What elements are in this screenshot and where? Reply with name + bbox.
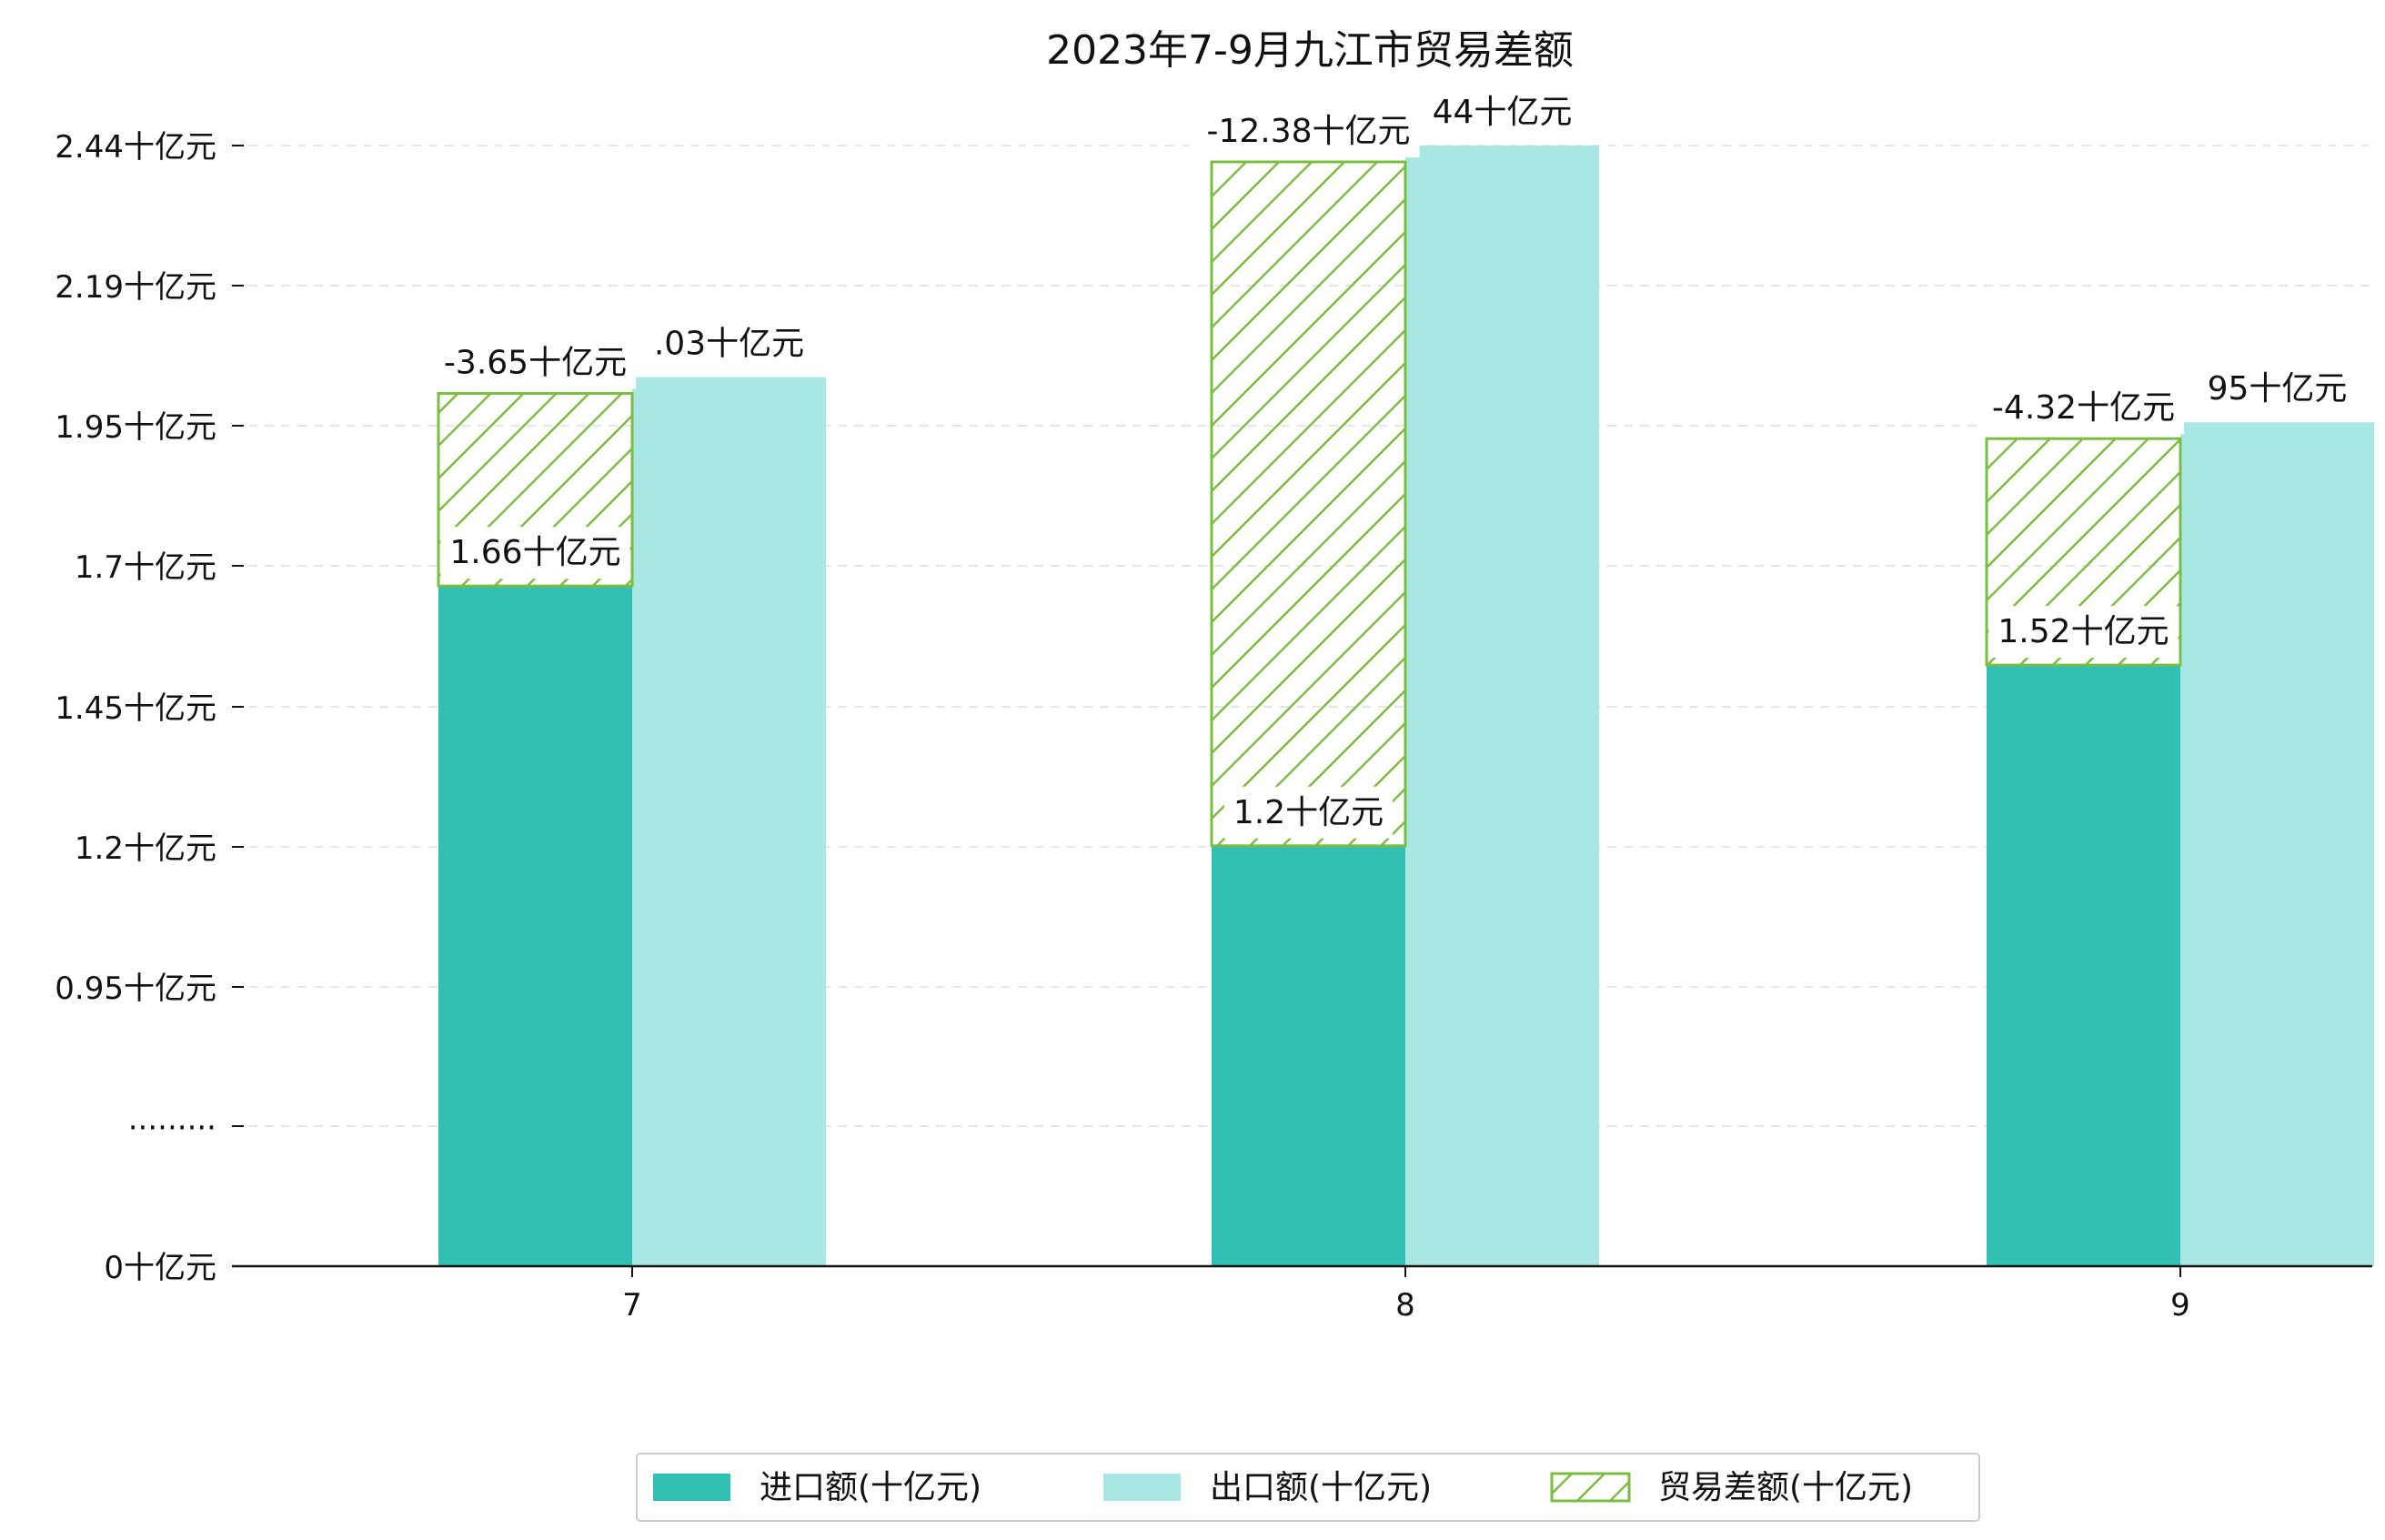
svg-text:-4.32十亿元: -4.32十亿元 <box>1992 389 2175 427</box>
import-bar <box>1212 845 1405 1266</box>
y-tick-label: ········· <box>128 1110 216 1146</box>
legend-label: 出口额(十亿元) <box>1210 1469 1432 1506</box>
svg-text:1.66十亿元: 1.66十亿元 <box>449 534 620 571</box>
y-tick-label: 0.95十亿元 <box>55 971 216 1007</box>
y-tick-label: 1.7十亿元 <box>75 549 216 586</box>
legend-item[interactable]: 出口额(十亿元) <box>1103 1469 1432 1506</box>
legend-swatch <box>1103 1474 1181 1501</box>
y-tick-label: 0十亿元 <box>104 1250 216 1286</box>
bars <box>437 146 2374 1266</box>
y-tick-label: 1.2十亿元 <box>75 830 216 867</box>
legend-label: 贸易差额(十亿元) <box>1658 1469 1913 1506</box>
export-bar <box>1405 146 1599 1266</box>
export-bar <box>632 377 826 1266</box>
y-tick-label: 1.95十亿元 <box>55 409 216 446</box>
legend-swatch <box>1550 1472 1631 1503</box>
chart-title: 2023年7-9月九江市贸易差额 <box>1046 27 1574 74</box>
legend-swatch <box>653 1474 730 1501</box>
svg-text:.03十亿元: .03十亿元 <box>654 326 804 363</box>
legend[interactable]: 进口额(十亿元) 出口额(十亿元) 贸易差额(十亿元) <box>636 1453 1980 1522</box>
x-tick-label: 9 <box>2170 1287 2190 1324</box>
export-value-label: 44十亿元 <box>1423 86 1582 138</box>
legend-item[interactable]: 进口额(十亿元) <box>653 1469 981 1506</box>
import-value-label: 1.66十亿元 <box>440 527 630 579</box>
balance-bar <box>1210 160 1407 848</box>
export-value-label: .03十亿元 <box>644 317 814 370</box>
bar-labels: 1.66十亿元 -3.65十亿元 .03十亿元 1.2十亿元 -12.38十亿元 44十亿… <box>434 86 2357 839</box>
legend-frame <box>636 1453 1980 1522</box>
export-bar <box>2180 422 2374 1266</box>
balance-value-label: -4.32十亿元 <box>1982 382 2185 435</box>
import-bar <box>1987 665 2180 1266</box>
svg-text:1.2十亿元: 1.2十亿元 <box>1233 794 1384 831</box>
svg-text:1.52十亿元: 1.52十亿元 <box>1998 613 2169 650</box>
balance-value-label: -3.65十亿元 <box>434 337 637 389</box>
x-tick-label: 7 <box>622 1287 642 1324</box>
axes: 0十亿元 ········· 0.95十亿元 1.2十亿元 1.45十亿元 1.7十亿元 1… <box>55 129 2372 1324</box>
export-value-label: 95十亿元 <box>2198 363 2357 416</box>
x-tick-label: 8 <box>1395 1287 1415 1324</box>
svg-text:-12.38十亿元: -12.38十亿元 <box>1206 113 1410 150</box>
svg-text:44十亿元: 44十亿元 <box>1433 94 1573 131</box>
import-value-label: 1.2十亿元 <box>1223 786 1394 839</box>
y-tick-label: 2.44十亿元 <box>55 129 216 166</box>
import-value-label: 1.52十亿元 <box>1988 606 2179 659</box>
y-tick-label: 1.45十亿元 <box>55 690 216 727</box>
import-bar <box>438 586 632 1266</box>
y-tick-label: 2.19十亿元 <box>55 269 216 306</box>
svg-text:95十亿元: 95十亿元 <box>2208 370 2348 408</box>
svg-text:-3.65十亿元: -3.65十亿元 <box>444 345 627 382</box>
balance-value-label: -12.38十亿元 <box>1197 106 1420 157</box>
legend-label: 进口额(十亿元) <box>760 1469 981 1506</box>
legend-item[interactable]: 贸易差额(十亿元) <box>1550 1469 1913 1506</box>
